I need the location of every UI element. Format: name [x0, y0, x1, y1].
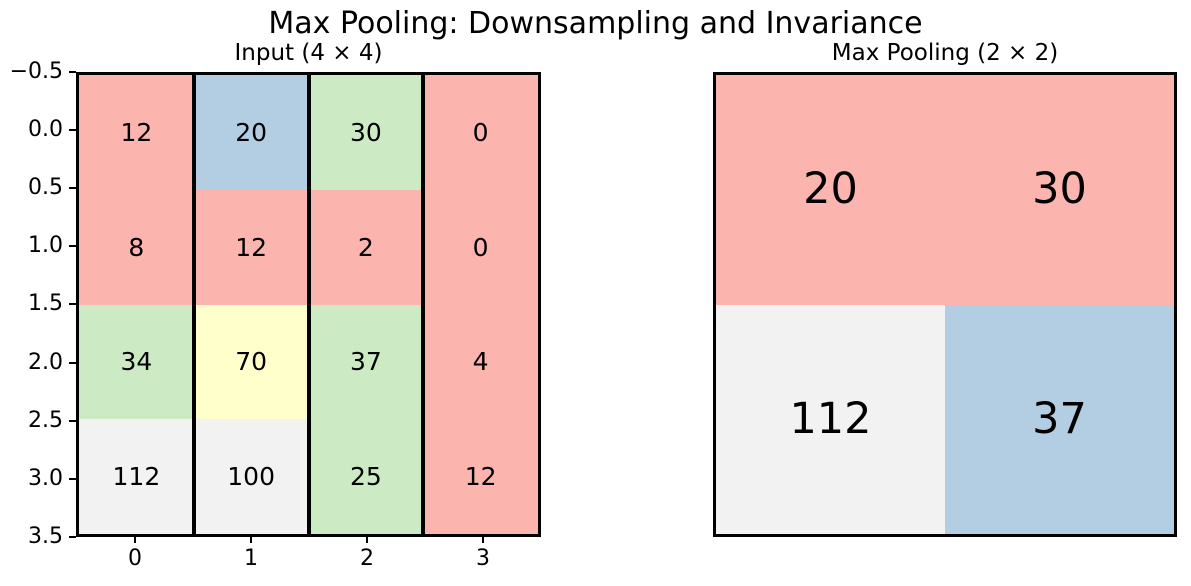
- input-cell: 2: [308, 189, 424, 305]
- x-tick-mark: [250, 537, 252, 543]
- x-tick-mark: [366, 537, 368, 543]
- pooled-panel: 20 30 112 37: [713, 72, 1177, 537]
- column-separator-line: [191, 75, 196, 534]
- x-tick-mark: [482, 537, 484, 543]
- input-cell: 0: [423, 75, 538, 190]
- pooled-cell: 37: [945, 304, 1174, 534]
- column-separator-line: [421, 75, 426, 534]
- input-grid: 12 20 30 0 8 12 2 0 34 70 37 4 112 100 2…: [79, 75, 538, 534]
- y-tick-label: 3.0: [28, 466, 63, 491]
- y-tick-label: 1.0: [28, 233, 63, 258]
- input-cell: 12: [423, 419, 538, 534]
- y-tick-mark: [69, 187, 76, 189]
- input-cell: 20: [193, 75, 309, 190]
- y-tick-label: 2.5: [28, 408, 63, 433]
- y-tick-mark: [69, 478, 76, 480]
- input-cell: 12: [79, 75, 194, 190]
- input-cell: 25: [308, 419, 424, 534]
- y-tick-label: 0.0: [28, 117, 63, 142]
- main-title: Max Pooling: Downsampling and Invariance: [268, 6, 923, 41]
- pooled-panel-title: Max Pooling (2 × 2): [831, 40, 1059, 66]
- input-cell: 70: [193, 304, 309, 420]
- x-tick-label: 3: [476, 546, 490, 571]
- column-separator-line: [306, 75, 311, 534]
- y-tick-label: −0.5: [9, 59, 63, 84]
- y-tick-mark: [69, 245, 76, 247]
- y-tick-mark: [69, 362, 76, 364]
- input-cell: 8: [79, 189, 194, 305]
- x-tick-mark: [134, 537, 136, 543]
- input-cell: 34: [79, 304, 194, 420]
- y-tick-label: 2.0: [28, 350, 63, 375]
- y-tick-label: 3.5: [28, 524, 63, 549]
- y-tick-mark: [69, 129, 76, 131]
- y-tick-mark: [69, 71, 76, 73]
- y-tick-mark: [69, 303, 76, 305]
- input-panel-title: Input (4 × 4): [234, 40, 383, 66]
- input-panel: 12 20 30 0 8 12 2 0 34 70 37 4 112 100 2…: [76, 72, 541, 537]
- input-cell: 4: [423, 304, 538, 420]
- input-cell: 37: [308, 304, 424, 420]
- x-tick-label: 2: [360, 546, 374, 571]
- y-tick-mark: [69, 536, 76, 538]
- input-cell: 30: [308, 75, 424, 190]
- pooled-grid: 20 30 112 37: [716, 75, 1174, 534]
- x-tick-label: 0: [128, 546, 142, 571]
- pooled-cell: 30: [945, 75, 1174, 305]
- input-cell: 0: [423, 189, 538, 305]
- input-cell: 112: [79, 419, 194, 534]
- input-cell: 12: [193, 189, 309, 305]
- input-cell: 100: [193, 419, 309, 534]
- pooled-cell: 112: [716, 304, 945, 534]
- y-tick-label: 1.5: [28, 291, 63, 316]
- y-tick-mark: [69, 420, 76, 422]
- y-tick-label: 0.5: [28, 175, 63, 200]
- pooled-cell: 20: [716, 75, 945, 305]
- x-tick-label: 1: [244, 546, 258, 571]
